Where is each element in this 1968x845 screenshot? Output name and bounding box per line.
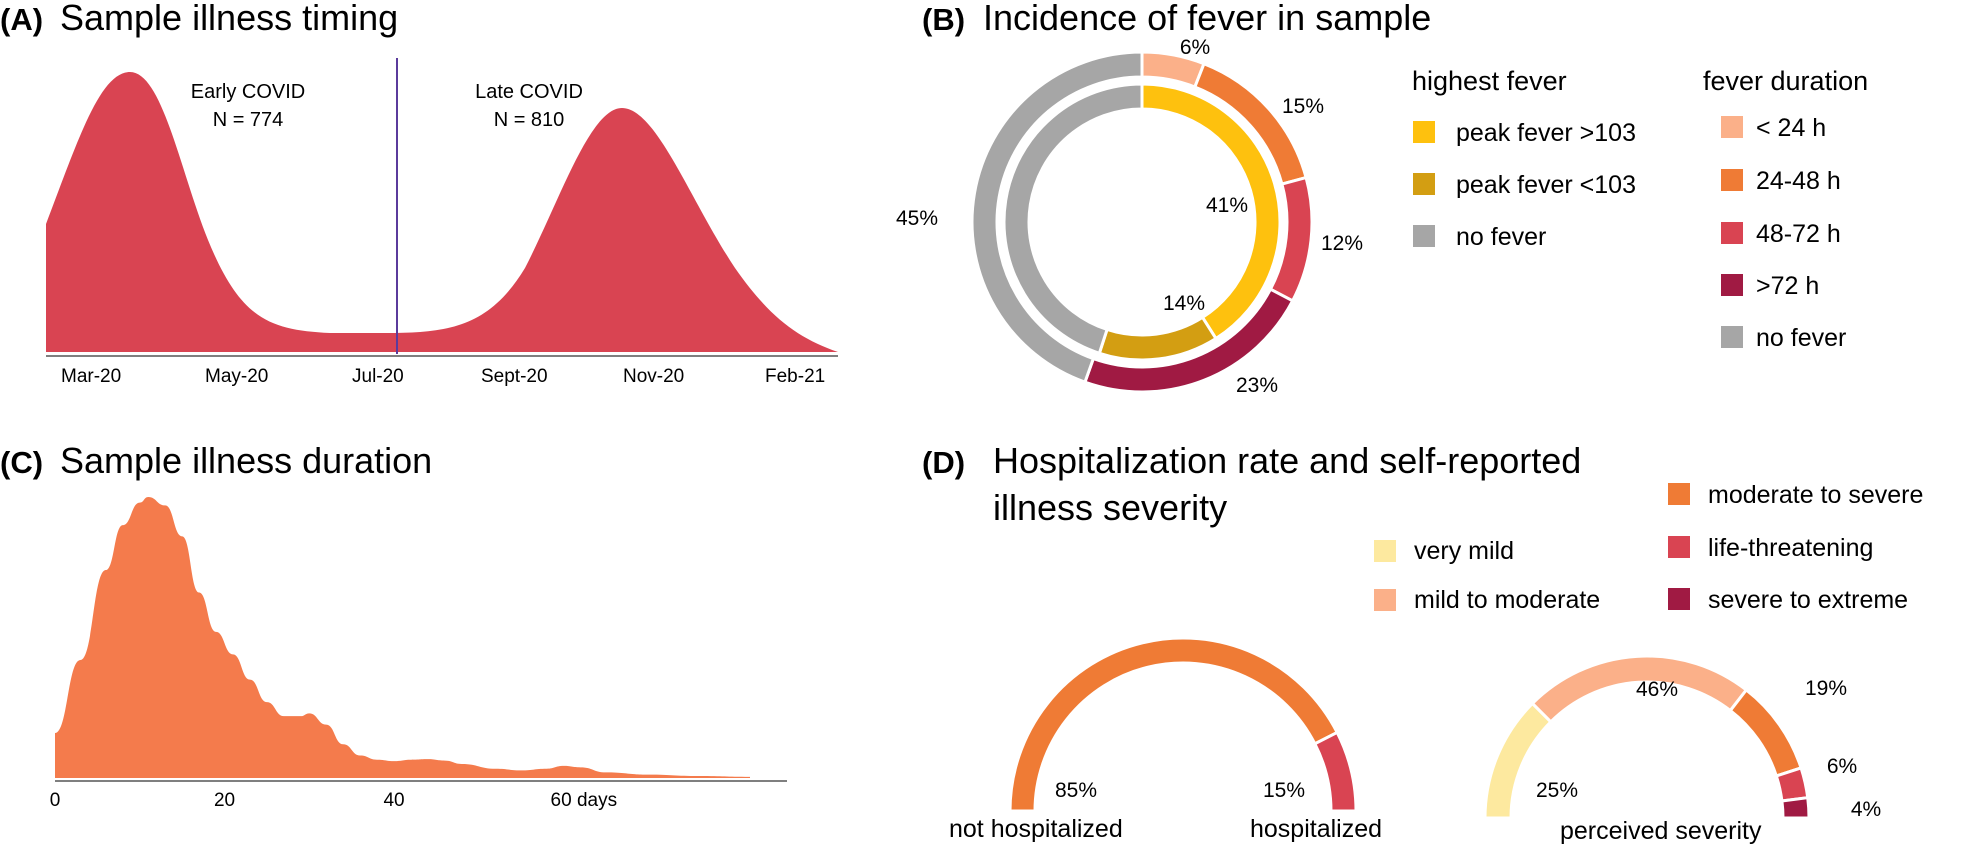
panel-c-tick-label: 20 [214,790,235,811]
donut-slice-label: 15% [1282,95,1324,118]
legend-label: 48-72 h [1756,220,1841,248]
panel-c-density-area [55,497,750,778]
legend-label: moderate to severe [1708,481,1923,509]
donut-slice-label: 23% [1236,374,1278,397]
fever-donut: 41% 14% 6% 15% 12% 23% 45% [896,36,1363,397]
hospitalization-half-donut: 85% 15% [1008,636,1358,813]
half-donut-slice-label: 15% [1263,779,1305,802]
donut-slice-label: 41% [1206,194,1248,217]
half-donut-slice [1780,796,1811,820]
panel-a-density-area [46,72,838,352]
donut-slice [1097,315,1219,362]
panel-a-tick-label: Feb-21 [765,366,825,387]
legend-label: very mild [1414,537,1514,565]
panel-b-letter: (B) [922,2,965,37]
half-donut-slice-label: 85% [1055,779,1097,802]
legend-swatch [1413,225,1435,247]
legend-label: >72 h [1756,272,1819,300]
donut-slice [1002,82,1144,356]
severity-half-donut: 25% 46% 19% 6% 4% [1483,654,1881,821]
half-donut-slice-label: 6% [1827,755,1857,778]
panel-c-tick-label: 60 days [551,790,618,811]
legend-severity: very mild mild to moderate moderate to s… [1374,481,1923,614]
half-donut-slice-label: 19% [1805,677,1847,700]
panel-b: (B) Incidence of fever in sample 41% 14% 6… [896,0,1868,397]
legend-swatch [1721,326,1743,348]
legend-swatch [1413,121,1435,143]
half-donut-slice-label: 46% [1636,678,1678,701]
half-donut-slice [1312,730,1358,813]
panel-c-title: Sample illness duration [60,440,432,481]
donut-slice-label: 12% [1321,232,1363,255]
panel-a-tick-label: Sept-20 [481,366,548,387]
donut-slice-label: 6% [1180,36,1210,59]
late-covid-label: Late COVID [475,81,583,103]
legend-swatch [1374,589,1396,611]
panel-c-ticks: 0 20 40 60 days [50,790,617,811]
legend-label: mild to moderate [1414,586,1600,614]
donut-slice-label: 14% [1163,292,1205,315]
panel-a-tick-label: Mar-20 [61,366,121,387]
half-donut-slice-label: 4% [1851,798,1881,821]
not-hospitalized-label: not hospitalized [949,815,1123,843]
panel-d-title: Hospitalization rate and self-reported [993,440,1581,481]
hospitalized-label: hospitalized [1250,815,1382,843]
legend-swatch [1721,274,1743,296]
legend-swatch [1413,173,1435,195]
legend-label: peak fever <103 [1456,171,1636,199]
panel-a-tick-label: Nov-20 [623,366,684,387]
legend-label: peak fever >103 [1456,119,1636,147]
perceived-severity-label: perceived severity [1560,817,1762,845]
legend-swatch [1668,536,1690,558]
legend-label: life-threatening [1708,534,1873,562]
panel-a: (A) Sample illness timing Mar-20 May-20 … [0,0,838,387]
legend-label: severe to extreme [1708,586,1908,614]
legend-label: no fever [1756,324,1846,352]
panel-c-tick-label: 0 [50,790,61,811]
panel-a-tick-label: May-20 [205,366,268,387]
early-covid-n: N = 774 [213,109,284,131]
panel-d-letter: (D) [922,445,965,480]
panel-a-title: Sample illness timing [60,0,398,38]
half-donut-slice [1728,687,1803,778]
panel-b-title: Incidence of fever in sample [983,0,1431,38]
legend-swatch [1668,483,1690,505]
legend-highest-fever-title: highest fever [1412,66,1567,96]
legend-label: 24-48 h [1756,167,1841,195]
donut-slice [970,50,1144,385]
legend-fever-duration: < 24 h 24-48 h 48-72 h >72 h no fever [1721,114,1846,352]
late-covid-n: N = 810 [494,109,565,131]
legend-highest-fever: peak fever >103 peak fever <103 no fever [1413,119,1636,251]
legend-swatch [1721,116,1743,138]
panel-a-letter: (A) [0,2,43,37]
panel-d: (D) Hospitalization rate and self-report… [922,440,1923,845]
legend-swatch [1374,540,1396,562]
legend-fever-duration-title: fever duration [1703,66,1868,96]
legend-swatch [1721,222,1743,244]
legend-label: no fever [1456,223,1546,251]
panel-c-tick-label: 40 [383,790,404,811]
legend-swatch [1721,169,1743,191]
early-covid-label: Early COVID [191,81,305,103]
panel-d-title-line2: illness severity [993,487,1227,528]
panel-c: (C) Sample illness duration 0 20 40 60 d… [0,440,787,811]
panel-a-tick-label: Jul-20 [352,366,404,387]
half-donut-slice-label: 25% [1536,779,1578,802]
donut-slice-label: 45% [896,207,938,230]
half-donut-slice [1774,766,1810,803]
legend-label: < 24 h [1756,114,1826,142]
legend-swatch [1668,588,1690,610]
panel-c-letter: (C) [0,445,43,480]
